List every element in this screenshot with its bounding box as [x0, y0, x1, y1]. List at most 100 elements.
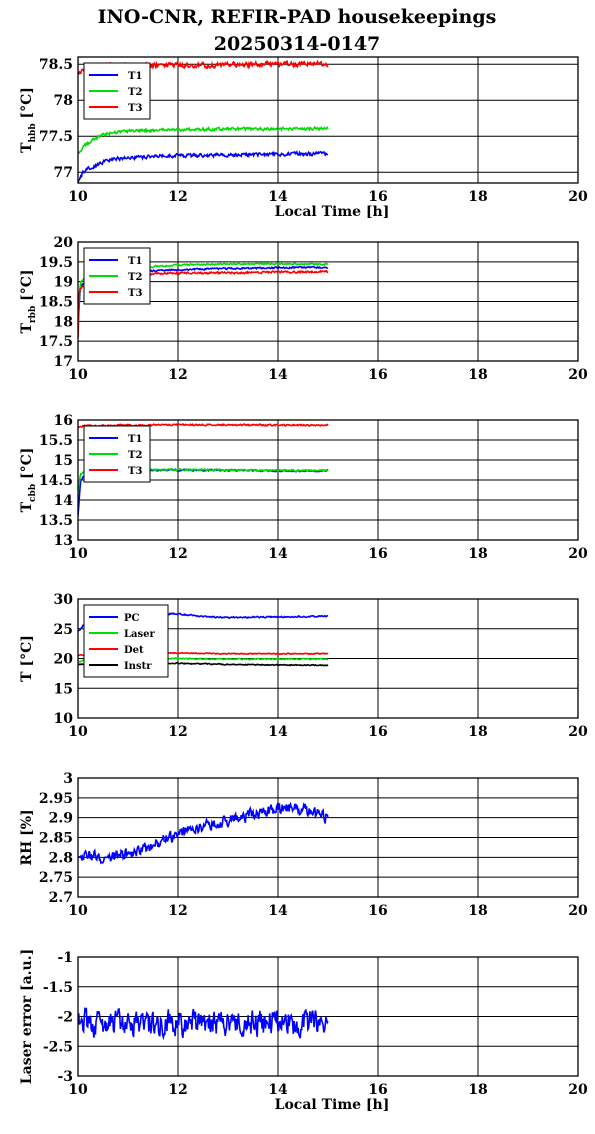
y-tick-label: 78 — [54, 93, 73, 109]
series-line-t2 — [78, 125, 329, 155]
y-axis-label: Tcbb [°C] — [19, 448, 38, 513]
legend-label: PC — [124, 613, 140, 624]
x-tick-label: 14 — [268, 1082, 288, 1098]
x-tick-label: 20 — [568, 189, 588, 205]
y-tick-label: 30 — [54, 592, 74, 608]
chart-panels: 10 12 14 16 18 20 77 77.5 78 78.5 T1 T2 T3 Local Time… — [19, 56, 588, 1113]
legend: T1 T2 T3 — [83, 62, 151, 120]
y-tick-label: 16 — [54, 413, 73, 429]
y-tick-label: 19.5 — [39, 255, 73, 271]
plot-frame — [77, 241, 579, 362]
legend-label: T1 — [128, 71, 142, 82]
y-tick-label: 15.5 — [39, 433, 73, 449]
figure-title-line1: INO-CNR, REFIR-PAD housekeepings — [98, 6, 497, 28]
y-tick-label: 77.5 — [39, 129, 73, 145]
y-tick-label: 13 — [54, 533, 73, 549]
plot-frame — [77, 777, 579, 898]
y-tick-label: 15 — [54, 681, 73, 697]
legend-label: T1 — [128, 256, 142, 267]
x-tick-label: 18 — [468, 189, 487, 205]
plot-frame — [77, 419, 579, 541]
y-tick-label: 10 — [54, 711, 74, 727]
x-tick-label: 18 — [468, 1082, 487, 1098]
x-tick-label: 12 — [168, 903, 187, 919]
x-tick-label: 20 — [568, 546, 588, 562]
y-tick-label: 2.9 — [49, 811, 73, 827]
plot-frame — [77, 956, 579, 1077]
y-tick-label: 77 — [54, 165, 73, 181]
y-tick-label: 14 — [54, 493, 74, 509]
y-tick-label: 78.5 — [39, 57, 73, 73]
x-tick-label: 16 — [368, 189, 387, 205]
y-tick-label: -1.5 — [43, 980, 73, 996]
x-axis-label: Local Time [h] — [275, 1097, 390, 1113]
y-tick-label: -2.5 — [43, 1039, 73, 1055]
y-tick-label: 2.75 — [39, 870, 73, 886]
legend-label: T3 — [128, 466, 142, 477]
y-tick-label: 25 — [54, 622, 73, 638]
x-tick-label: 18 — [468, 724, 487, 740]
series-line-t1 — [78, 150, 329, 183]
y-axis-label: T [°C] — [19, 635, 35, 682]
x-tick-label: 10 — [68, 189, 88, 205]
legend-label: T1 — [128, 434, 142, 445]
x-tick-label: 10 — [68, 724, 88, 740]
x-tick-label: 18 — [468, 546, 487, 562]
y-tick-label: 13.5 — [39, 513, 73, 529]
y-tick-label: 2.7 — [49, 890, 73, 906]
y-tick-label: 19 — [54, 275, 73, 291]
figure-title-line2: 20250314-0147 — [214, 33, 381, 55]
x-tick-label: 20 — [568, 724, 588, 740]
x-tick-label: 10 — [68, 1082, 88, 1098]
x-tick-label: 12 — [168, 367, 187, 383]
x-tick-label: 14 — [268, 367, 288, 383]
y-tick-label: 14.5 — [39, 473, 73, 489]
x-tick-label: 14 — [268, 189, 288, 205]
chart-panel-4: 10 12 14 16 18 20 10 15 20 25 30 PC Laser Det Instr T [… — [19, 592, 588, 740]
legend-label: T2 — [128, 450, 142, 461]
x-tick-label: 16 — [368, 367, 387, 383]
x-tick-label: 18 — [468, 367, 487, 383]
chart-panel-1: 10 12 14 16 18 20 77 77.5 78 78.5 T1 T2 T3 Local Time… — [19, 56, 588, 220]
series-line-data — [78, 801, 329, 865]
x-tick-label: 20 — [568, 367, 588, 383]
x-tick-label: 20 — [568, 903, 588, 919]
y-tick-label: 2.85 — [39, 831, 73, 847]
x-tick-label: 14 — [268, 724, 288, 740]
x-axis-label: Local Time [h] — [275, 204, 390, 220]
y-tick-label: 15 — [54, 453, 73, 469]
y-tick-label: 20 — [54, 235, 74, 251]
x-tick-label: 18 — [468, 903, 487, 919]
legend-label: Instr — [124, 661, 152, 672]
chart-panel-2: 10 12 14 16 18 20 17 17.5 18 18.5 19 19.5 20 T1 T2 T3 Tr… — [19, 235, 588, 383]
x-tick-label: 12 — [168, 189, 187, 205]
y-tick-label: 20 — [54, 652, 74, 668]
x-tick-label: 12 — [168, 1082, 187, 1098]
legend-label: T2 — [128, 87, 142, 98]
x-tick-label: 10 — [68, 546, 88, 562]
x-tick-label: 16 — [368, 724, 387, 740]
chart-panel-5: 10 12 14 16 18 20 2.7 2.75 2.8 2.85 2.9 2.95 3 RH [%] — [19, 771, 588, 919]
y-axis-label: Trbb [°C] — [19, 269, 38, 333]
legend: T1 T2 T3 — [83, 247, 151, 305]
x-tick-label: 12 — [168, 546, 187, 562]
x-tick-label: 10 — [68, 367, 88, 383]
y-axis-label: Thbb [°C] — [19, 87, 38, 153]
legend: T1 T2 T3 — [83, 425, 151, 483]
legend-label: Laser — [124, 629, 156, 640]
legend-label: T3 — [128, 288, 142, 299]
x-tick-label: 16 — [368, 903, 387, 919]
legend: PC Laser Det Instr — [83, 604, 169, 678]
y-tick-label: 18 — [54, 314, 73, 330]
x-tick-label: 20 — [568, 1082, 588, 1098]
series-line-t3 — [78, 422, 329, 429]
y-tick-label: 2.8 — [49, 850, 73, 866]
x-tick-label: 14 — [268, 546, 288, 562]
y-tick-label: 17 — [54, 354, 73, 370]
y-tick-label: 2.95 — [39, 791, 73, 807]
chart-panel-6: 10 12 14 16 18 20 -3 -2.5 -2 -1.5 -1 Local Time [h]… — [19, 949, 588, 1113]
y-tick-label: 17.5 — [39, 334, 73, 350]
y-tick-label: -1 — [57, 950, 73, 966]
y-tick-label: 18.5 — [39, 295, 73, 311]
